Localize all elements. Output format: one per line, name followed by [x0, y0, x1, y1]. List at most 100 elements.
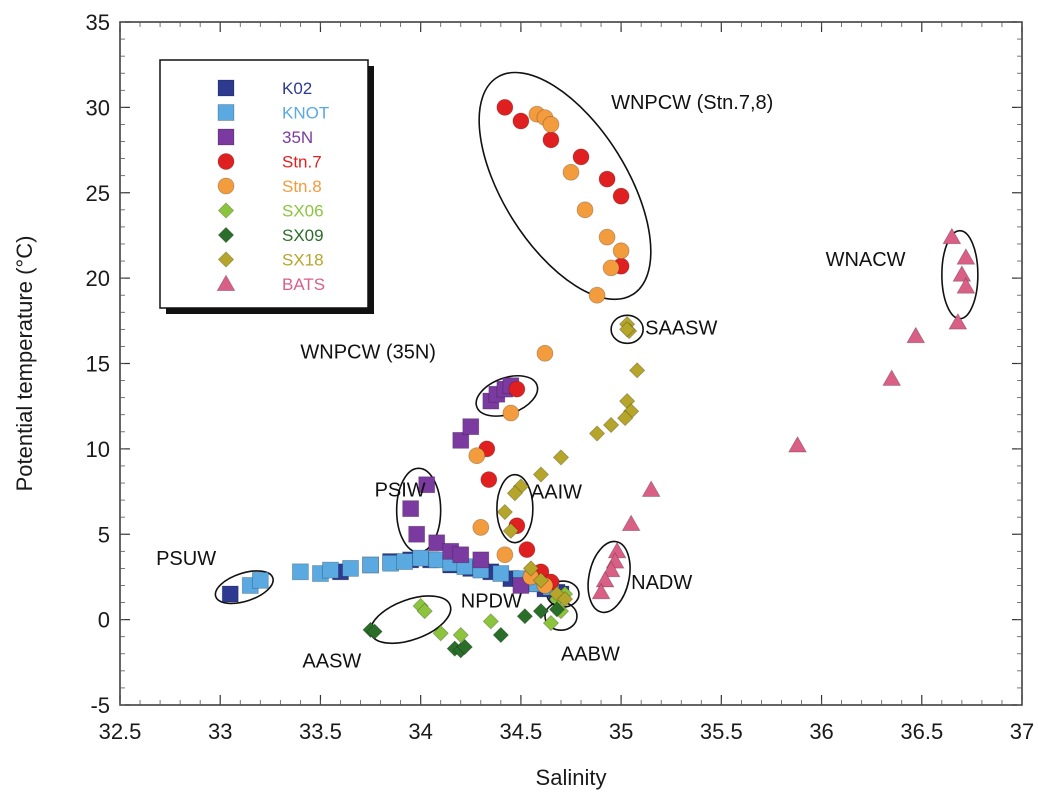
legend-marker	[217, 104, 235, 121]
ellipse-nadw	[587, 540, 631, 614]
ellipse-saasw	[610, 314, 644, 345]
legend-marker	[216, 274, 236, 292]
water-mass-label: WNACW	[826, 249, 906, 271]
data-point	[952, 265, 972, 282]
data-point	[382, 554, 400, 572]
data-point	[576, 201, 594, 219]
data-point	[492, 626, 510, 644]
data-point	[462, 418, 480, 436]
y-tick-label: 15	[86, 352, 110, 377]
data-point	[506, 485, 524, 502]
legend-box	[159, 59, 369, 309]
data-point	[342, 560, 359, 577]
water-mass-label: WNPCW (Stn.7,8)	[611, 92, 773, 114]
data-point	[452, 546, 470, 564]
data-point	[882, 369, 902, 386]
data-point	[602, 416, 620, 434]
water-mass-label: SAASW	[645, 317, 717, 339]
y-tick-label: 30	[86, 95, 110, 120]
x-tick-label: 34.5	[499, 719, 542, 744]
data-point	[456, 638, 473, 656]
data-point	[516, 608, 534, 625]
legend-label: SX06	[282, 202, 324, 221]
x-tick-label: 33.5	[299, 719, 342, 744]
data-point	[452, 626, 469, 644]
data-point	[428, 534, 446, 552]
data-point	[468, 447, 486, 465]
data-point	[591, 582, 611, 600]
data-point	[942, 227, 962, 245]
data-point	[432, 625, 449, 642]
y-tick-label: 20	[86, 266, 110, 291]
legend-marker	[217, 251, 235, 268]
y-tick-label: 0	[98, 608, 110, 633]
data-point	[532, 466, 550, 483]
data-point	[418, 476, 436, 494]
water-mass-label: WNPCW (35N)	[300, 341, 436, 363]
x-tick-label: 33	[208, 719, 232, 744]
ellipse-wnpcw-stn78	[478, 71, 652, 301]
ellipse-aaiw	[496, 473, 534, 544]
water-mass-label: PSIW	[375, 480, 426, 502]
x-tick-label: 34	[408, 719, 432, 744]
data-point	[512, 112, 530, 130]
x-tick-label: 32.5	[99, 719, 142, 744]
data-point	[452, 431, 470, 449]
data-point	[408, 525, 426, 543]
data-point	[618, 321, 636, 338]
data-point	[492, 565, 510, 582]
x-tick-label: 36.5	[900, 719, 943, 744]
legend: K02 KNOT 35N Stn.7 Stn.8 SX06 SX09 SX18 BATS	[159, 59, 374, 314]
data-point	[322, 561, 339, 579]
water-mass-label: AASW	[302, 650, 361, 672]
legend-label: 35N	[282, 128, 313, 147]
x-tick-label: 37	[1010, 719, 1034, 744]
data-point	[595, 570, 615, 588]
series-sx18	[496, 316, 646, 608]
series-sx09	[362, 601, 566, 659]
water-mass-label: NPDW	[461, 591, 522, 613]
data-point	[602, 259, 620, 277]
legend-label: KNOT	[282, 104, 329, 123]
data-point	[362, 556, 379, 574]
data-point	[508, 380, 526, 398]
data-point	[396, 553, 414, 570]
legend-label: K02	[282, 79, 312, 98]
data-point	[502, 522, 520, 540]
data-point	[572, 148, 590, 166]
series-bats	[591, 227, 976, 600]
data-point	[482, 613, 499, 630]
data-point	[472, 519, 490, 536]
data-point	[542, 131, 560, 149]
legend-label: Stn.8	[282, 177, 322, 196]
data-point	[552, 449, 570, 466]
data-point	[598, 228, 616, 246]
data-point	[428, 551, 446, 569]
data-point	[588, 425, 606, 442]
data-point	[221, 585, 239, 603]
water-mass-labels: WNPCW (Stn.7,8) WNACW SAASW WNPCW (35N) PSIW…	[156, 92, 906, 672]
data-point	[366, 623, 383, 640]
data-point	[496, 98, 514, 116]
data-point	[542, 116, 560, 133]
data-point	[536, 344, 554, 362]
water-mass-label: AABW	[561, 644, 620, 666]
data-point	[532, 572, 550, 589]
data-point	[641, 480, 661, 497]
y-tick-label: 35	[86, 10, 110, 35]
water-mass-ellipses	[214, 71, 979, 645]
data-point	[291, 563, 309, 581]
data-point	[906, 326, 926, 344]
x-axis-title: Salinity	[536, 765, 607, 790]
data-point	[251, 571, 269, 589]
data-point	[496, 546, 514, 564]
data-point	[562, 163, 580, 181]
data-point	[612, 187, 630, 205]
legend-marker	[217, 177, 235, 195]
data-point	[612, 242, 630, 260]
x-axis: 32.5 33 33.5 34 34.5 35 35.5 36 36.5 37	[99, 22, 1034, 744]
legend-marker	[217, 79, 235, 97]
data-point	[621, 514, 641, 532]
y-axis-title: Potential temperature (°C)	[12, 236, 37, 492]
data-point	[616, 409, 634, 427]
